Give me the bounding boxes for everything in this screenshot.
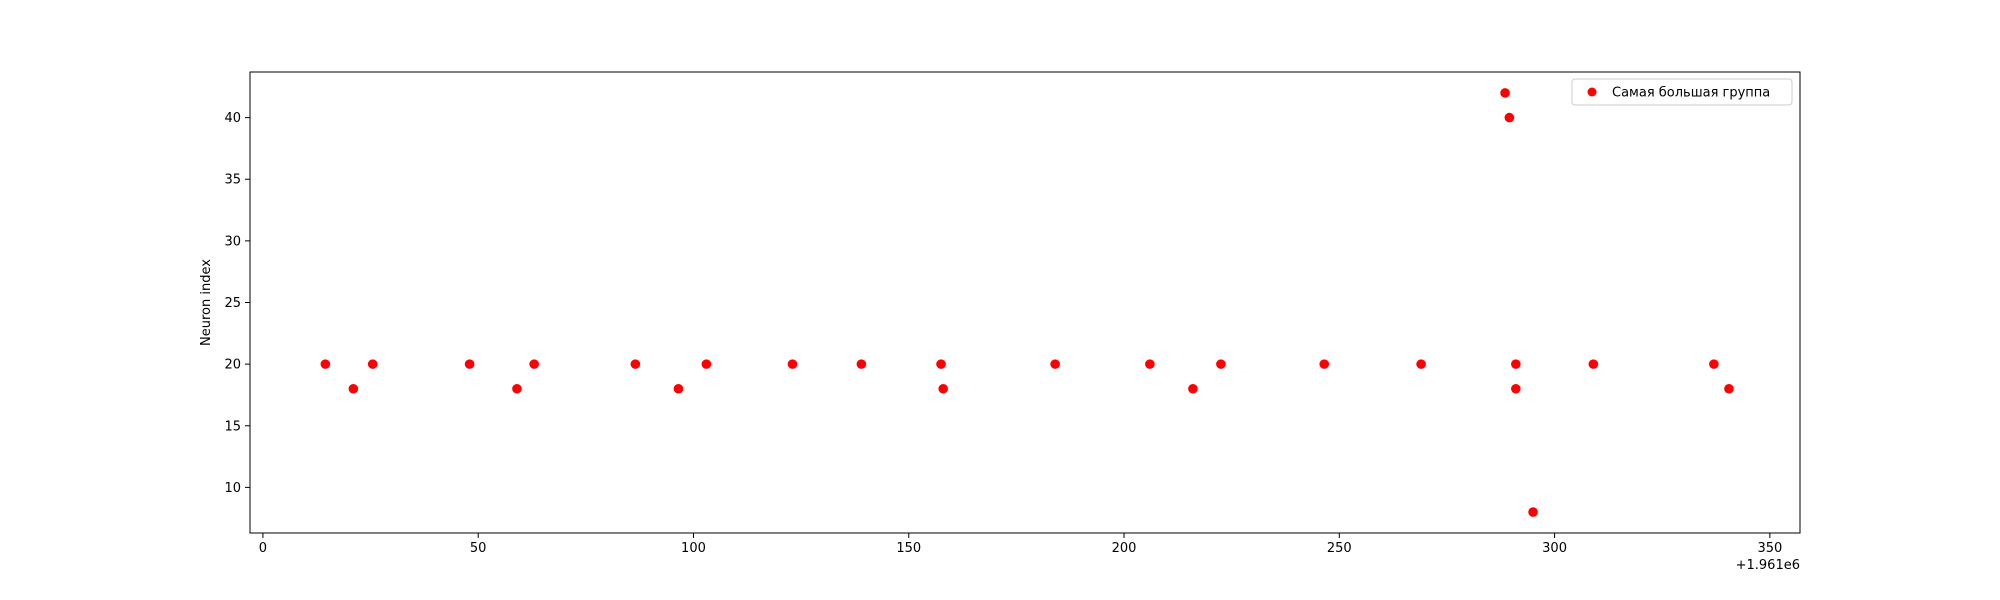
x-tick-label: 200 bbox=[1112, 541, 1137, 556]
data-point bbox=[701, 359, 712, 369]
data-point bbox=[787, 359, 798, 369]
data-point bbox=[367, 359, 378, 369]
x-axis: 0 50 100 150 200 250 300 350 bbox=[259, 533, 1782, 556]
data-point bbox=[1050, 359, 1060, 369]
data-point bbox=[630, 359, 641, 369]
legend: Самая большая группа bbox=[1571, 78, 1793, 106]
data-point bbox=[529, 359, 539, 369]
data-point bbox=[348, 383, 359, 394]
y-axis-label: Neuron index bbox=[199, 259, 214, 346]
x-tick-label: 100 bbox=[681, 541, 706, 556]
data-point bbox=[1500, 88, 1510, 98]
data-point bbox=[1416, 359, 1426, 369]
data-point bbox=[856, 359, 867, 369]
data-point bbox=[1588, 359, 1599, 369]
data-point bbox=[1216, 359, 1226, 369]
legend-box bbox=[1571, 78, 1793, 106]
data-point bbox=[512, 383, 522, 394]
x-tick-label: 350 bbox=[1757, 541, 1782, 556]
data-point bbox=[1511, 359, 1521, 369]
data-point bbox=[936, 359, 946, 369]
legend-marker bbox=[1587, 87, 1597, 97]
y-tick-label: 15 bbox=[224, 419, 241, 434]
x-tick-label: 250 bbox=[1327, 541, 1352, 556]
y-tick-label: 20 bbox=[224, 358, 241, 373]
data-point bbox=[320, 359, 331, 369]
data-point bbox=[1504, 112, 1515, 123]
y-tick-label: 40 bbox=[224, 111, 241, 126]
x-axis-offset-label: +1.961e6 bbox=[1736, 558, 1800, 573]
data-point bbox=[1145, 359, 1155, 369]
y-tick-label: 35 bbox=[224, 173, 241, 188]
data-point bbox=[938, 383, 948, 394]
x-tick-label: 0 bbox=[259, 541, 267, 556]
x-tick-label: 150 bbox=[896, 541, 921, 556]
data-point bbox=[1709, 359, 1719, 369]
data-point bbox=[673, 383, 684, 394]
y-tick-label: 30 bbox=[224, 234, 241, 249]
y-tick-label: 10 bbox=[224, 481, 241, 496]
data-point bbox=[464, 359, 475, 369]
data-point bbox=[1724, 383, 1734, 394]
legend-label: Самая большая группа bbox=[1612, 86, 1770, 101]
x-tick-label: 50 bbox=[470, 541, 487, 556]
data-point bbox=[1511, 383, 1521, 394]
data-points bbox=[320, 88, 1734, 517]
y-tick-label: 25 bbox=[224, 296, 241, 311]
data-point bbox=[1528, 507, 1538, 517]
x-tick-label: 300 bbox=[1542, 541, 1567, 556]
y-axis: 10 15 20 25 30 35 40 bbox=[224, 111, 250, 496]
data-point bbox=[1188, 383, 1198, 394]
data-point bbox=[1319, 359, 1330, 369]
